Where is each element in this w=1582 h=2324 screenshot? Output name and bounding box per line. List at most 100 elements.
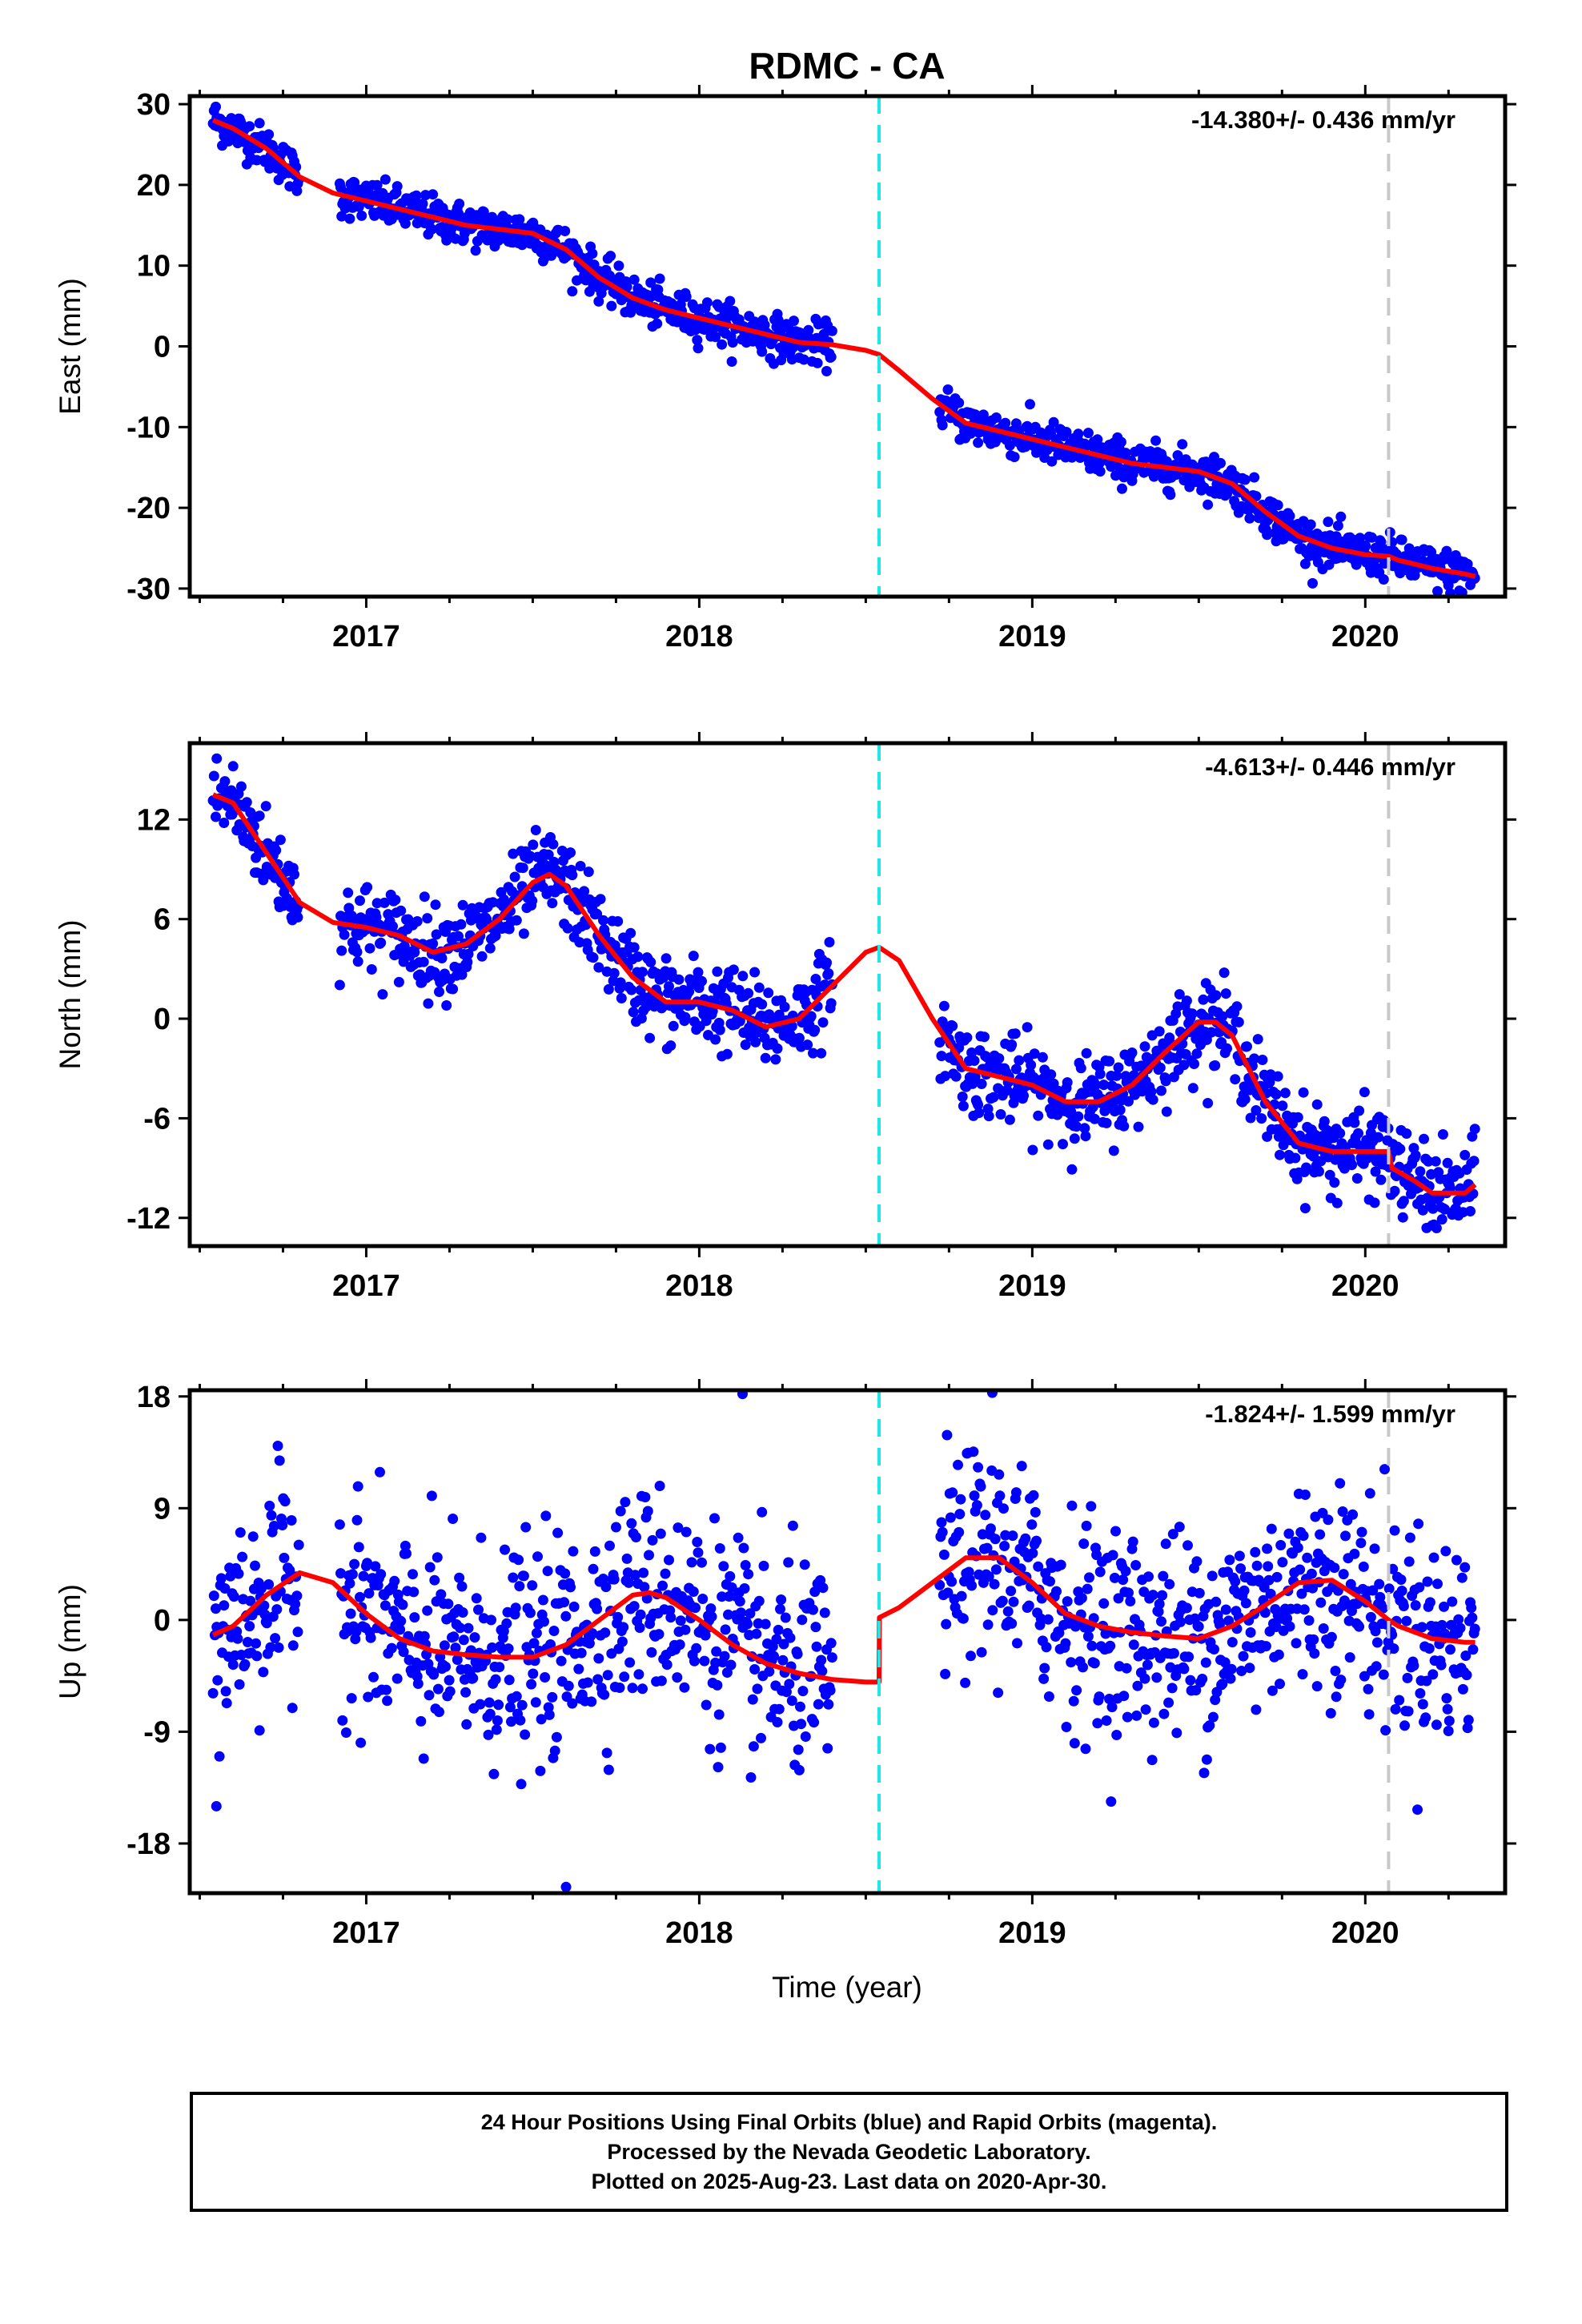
data-point: [1469, 1124, 1480, 1135]
data-point: [1090, 1080, 1101, 1091]
data-point: [563, 1680, 574, 1691]
data-point: [1374, 1578, 1385, 1590]
footer-line-2: Processed by the Nevada Geodetic Laborat…: [607, 2139, 1091, 2164]
data-point: [517, 862, 528, 874]
data-point: [966, 1047, 978, 1058]
data-point: [1273, 1649, 1284, 1660]
data-point: [551, 1731, 562, 1743]
data-point: [693, 343, 704, 354]
data-point: [1430, 1156, 1441, 1167]
data-point: [1427, 1669, 1439, 1680]
data-point: [638, 1567, 649, 1578]
data-point: [268, 1521, 279, 1531]
data-point: [1130, 1560, 1142, 1570]
data-point: [484, 943, 496, 954]
data-point: [1045, 1576, 1055, 1587]
data-point: [417, 199, 428, 209]
data-point: [381, 1684, 391, 1695]
data-point: [454, 1572, 465, 1583]
data-point: [674, 1639, 685, 1651]
data-point: [745, 1608, 756, 1619]
data-point: [652, 318, 663, 329]
data-point: [1340, 1530, 1351, 1542]
data-point: [1467, 1612, 1478, 1623]
data-point: [942, 384, 954, 395]
data-point: [1378, 574, 1389, 585]
data-point: [976, 1079, 987, 1089]
data-point: [1419, 1133, 1429, 1144]
data-point: [1256, 1113, 1267, 1124]
data-point: [547, 898, 558, 909]
data-point: [531, 1627, 542, 1638]
data-point: [1157, 1590, 1168, 1601]
data-point: [1329, 1562, 1340, 1574]
data-point: [448, 983, 459, 995]
data-point: [1355, 1538, 1367, 1549]
data-point: [339, 929, 350, 940]
data-point: [757, 1506, 768, 1518]
data-point: [352, 956, 363, 967]
data-point: [822, 1743, 833, 1754]
data-point: [292, 911, 303, 923]
data-point: [817, 1017, 829, 1028]
data-point: [1147, 1094, 1158, 1105]
up-panel: 2017 2018 2019 2020 -18 -9 0 9 18 Up (mm) -1.824+/…: [54, 1379, 1516, 1950]
y-tick-label: -9: [143, 1715, 171, 1749]
data-point: [508, 1572, 519, 1583]
data-point: [1420, 1712, 1431, 1723]
data-point: [565, 1582, 576, 1593]
data-point: [1421, 1675, 1432, 1687]
data-point: [1209, 452, 1219, 463]
data-point: [1203, 499, 1214, 510]
data-point: [654, 273, 665, 284]
data-point: [258, 1667, 269, 1678]
data-point: [709, 1513, 720, 1524]
data-point: [962, 1032, 973, 1043]
data-point: [408, 1569, 418, 1580]
data-point: [1259, 1607, 1271, 1618]
data-point: [614, 1683, 625, 1693]
data-point: [364, 943, 375, 954]
data-point: [1252, 1034, 1263, 1045]
data-point: [1046, 1069, 1057, 1080]
data-point: [587, 248, 598, 259]
data-point: [1409, 569, 1420, 581]
data-point: [351, 947, 363, 958]
data-point: [717, 1591, 728, 1602]
data-point: [548, 856, 560, 867]
data-point: [1370, 1166, 1381, 1177]
data-point: [773, 1624, 784, 1635]
data-point: [1389, 1525, 1400, 1536]
data-point: [1084, 1572, 1094, 1583]
data-point: [336, 945, 347, 956]
data-point: [1378, 1115, 1389, 1126]
data-point: [1432, 1578, 1443, 1590]
data-point: [379, 1600, 391, 1611]
data-point: [1468, 1644, 1479, 1655]
data-point: [1396, 534, 1407, 545]
data-point: [1008, 1596, 1019, 1607]
data-point: [1101, 1715, 1112, 1726]
data-point: [1404, 1532, 1415, 1543]
data-point: [715, 1742, 726, 1753]
data-point: [604, 270, 615, 281]
data-point: [1117, 483, 1127, 494]
data-point: [1445, 588, 1456, 597]
data-point: [1468, 1156, 1480, 1167]
data-point: [1158, 1708, 1170, 1719]
data-point: [1441, 1693, 1452, 1704]
data-point: [661, 953, 672, 964]
data-point: [1220, 1604, 1231, 1615]
data-point: [1282, 1613, 1293, 1624]
data-point: [589, 1546, 600, 1557]
data-point: [411, 190, 422, 201]
data-point: [1337, 1506, 1348, 1517]
data-point: [639, 1582, 650, 1593]
data-point: [344, 213, 355, 224]
data-point: [463, 1622, 474, 1634]
data-point: [1347, 1160, 1357, 1171]
data-point: [769, 1651, 779, 1662]
data-point: [493, 1699, 504, 1711]
data-point: [1249, 1053, 1260, 1064]
data-point: [362, 1558, 373, 1569]
